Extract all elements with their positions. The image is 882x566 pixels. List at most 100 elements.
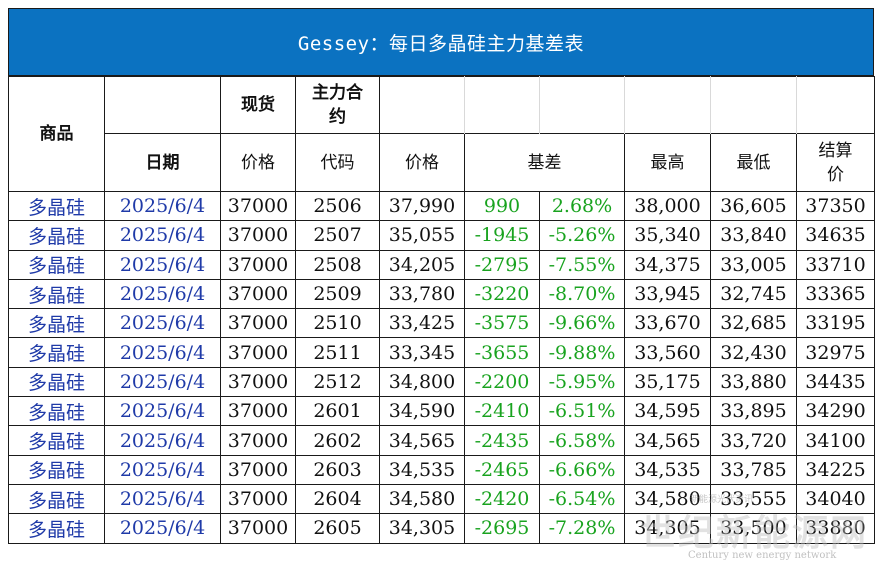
cell-settle: 34225	[796, 454, 875, 485]
cell-spot-price: 37000	[220, 308, 296, 339]
cell-date: 2025/6/4	[104, 425, 221, 456]
cell-basis-pct: -9.88%	[539, 337, 625, 368]
cell-low: 33,895	[710, 396, 797, 427]
cell-product: 多晶硅	[8, 366, 105, 398]
cell-settle: 34100	[796, 425, 875, 456]
cell-settle: 33710	[796, 249, 875, 280]
cell-code: 2511	[295, 337, 380, 368]
cell-futures-price: 33,345	[379, 337, 465, 368]
cell-low: 33,720	[710, 425, 797, 456]
cell-settle: 37350	[796, 190, 875, 222]
header-settle: 结算价	[796, 133, 875, 192]
cell-high: 33,560	[624, 337, 711, 368]
cell-date: 2025/6/4	[104, 396, 221, 427]
cell-futures-price: 34,205	[379, 249, 465, 280]
cell-basis-pct: -6.66%	[539, 454, 625, 485]
cell-basis-pct: -9.66%	[539, 308, 625, 339]
cell-futures-price: 34,580	[379, 483, 465, 515]
cell-code: 2603	[295, 454, 380, 485]
table-row: 多晶硅 2025/6/4 37000 2509 33,780 -3220 -8.70% 33,…	[8, 278, 875, 310]
cell-code: 2604	[295, 483, 380, 515]
cell-basis-pct: -6.54%	[539, 483, 625, 515]
cell-date: 2025/6/4	[104, 220, 221, 251]
cell-futures-price: 34,305	[379, 513, 465, 544]
cell-futures-price: 33,425	[379, 308, 465, 339]
header-row-bottom: 日期 价格 代码 价格 基差 最高 最低 结算价	[9, 133, 875, 192]
header-blank-6	[796, 76, 875, 134]
cell-low: 33,555	[710, 483, 797, 515]
table-row: 多晶硅 2025/6/4 37000 2511 33,345 -3655 -9.88% 33,…	[8, 337, 875, 368]
cell-date: 2025/6/4	[104, 337, 221, 368]
table-row: 多晶硅 2025/6/4 37000 2602 34,565 -2435 -6.58% 34,…	[8, 425, 875, 456]
header-blank-3	[539, 76, 625, 134]
cell-basis: -2795	[464, 249, 540, 280]
table-row: 多晶硅 2025/6/4 37000 2508 34,205 -2795 -7.55% 34,…	[8, 249, 875, 280]
cell-high: 34,375	[624, 249, 711, 280]
cell-basis: 990	[464, 190, 540, 222]
cell-low: 32,430	[710, 337, 797, 368]
header-high: 最高	[624, 133, 711, 192]
cell-code: 2605	[295, 513, 380, 544]
cell-high: 34,305	[624, 513, 711, 544]
cell-spot-price: 37000	[220, 190, 296, 222]
cell-settle: 34635	[796, 220, 875, 251]
header-row-top: 商品 现货 主力合约	[8, 76, 875, 192]
cell-basis-pct: -7.28%	[539, 513, 625, 544]
table-row: 多晶硅 2025/6/4 37000 2510 33,425 -3575 -9.66% 33,…	[8, 308, 875, 339]
cell-basis: -2200	[464, 366, 540, 398]
cell-basis: -2410	[464, 396, 540, 427]
cell-product: 多晶硅	[8, 425, 105, 456]
cell-futures-price: 35,055	[379, 220, 465, 251]
table-row: 多晶硅 2025/6/4 37000 2604 34,580 -2420 -6.54% 34,…	[8, 483, 875, 515]
cell-settle: 34040	[796, 483, 875, 515]
cell-product: 多晶硅	[8, 337, 105, 368]
cell-code: 2601	[295, 396, 380, 427]
cell-futures-price: 34,800	[379, 366, 465, 398]
basis-sheet: Gessey：每日多晶硅主力基差表 商品 现货 主力合约 日期	[8, 8, 875, 561]
header-blank-4	[624, 76, 711, 134]
cell-basis: -3575	[464, 308, 540, 339]
cell-date: 2025/6/4	[104, 454, 221, 485]
header-product: 商品	[8, 76, 105, 192]
cell-basis-pct: -7.55%	[539, 249, 625, 280]
cell-low: 33,005	[710, 249, 797, 280]
cell-settle: 33880	[796, 513, 875, 544]
cell-high: 34,595	[624, 396, 711, 427]
header-blank-2	[464, 76, 540, 134]
cell-date: 2025/6/4	[104, 308, 221, 339]
header-date: 日期	[104, 133, 221, 192]
cell-low: 36,605	[710, 190, 797, 222]
cell-spot-price: 37000	[220, 483, 296, 515]
cell-spot-price: 37000	[220, 396, 296, 427]
cell-code: 2506	[295, 190, 380, 222]
cell-spot-price: 37000	[220, 425, 296, 456]
table-row: 多晶硅 2025/6/4 37000 2512 34,800 -2200 -5.95% 35,…	[8, 366, 875, 398]
cell-high: 34,580	[624, 483, 711, 515]
header-blank-5	[710, 76, 797, 134]
cell-product: 多晶硅	[8, 249, 105, 280]
cell-product: 多晶硅	[8, 190, 105, 222]
table-row: 多晶硅 2025/6/4 37000 2601 34,590 -2410 -6.51% 34,…	[8, 396, 875, 427]
cell-code: 2510	[295, 308, 380, 339]
cell-basis: -2420	[464, 483, 540, 515]
cell-basis-pct: -8.70%	[539, 278, 625, 310]
cell-low: 32,745	[710, 278, 797, 310]
cell-code: 2509	[295, 278, 380, 310]
header-basis: 基差	[464, 133, 625, 192]
cell-low: 33,840	[710, 220, 797, 251]
cell-futures-price: 33,780	[379, 278, 465, 310]
cell-date: 2025/6/4	[104, 513, 221, 544]
cell-date: 2025/6/4	[104, 366, 221, 398]
cell-basis-pct: 2.68%	[539, 190, 625, 222]
cell-settle: 34290	[796, 396, 875, 427]
cell-spot-price: 37000	[220, 337, 296, 368]
table-row: 多晶硅 2025/6/4 37000 2506 37,990 990 2.68% 38,000…	[8, 190, 875, 222]
cell-basis-pct: -5.26%	[539, 220, 625, 251]
cell-product: 多晶硅	[8, 220, 105, 251]
cell-settle: 34435	[796, 366, 875, 398]
cell-spot-price: 37000	[220, 513, 296, 544]
cell-code: 2602	[295, 425, 380, 456]
cell-basis: -2435	[464, 425, 540, 456]
cell-product: 多晶硅	[8, 396, 105, 427]
header-code: 代码	[295, 133, 380, 192]
